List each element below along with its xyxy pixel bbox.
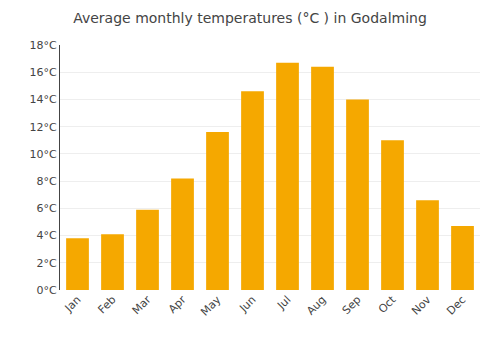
- svg-text:Apr: Apr: [166, 293, 189, 316]
- svg-text:4°C: 4°C: [37, 229, 57, 242]
- svg-text:18°C: 18°C: [30, 39, 57, 52]
- svg-text:8°C: 8°C: [37, 175, 57, 188]
- svg-text:Dec: Dec: [444, 293, 468, 317]
- svg-text:10°C: 10°C: [30, 148, 57, 161]
- svg-text:May: May: [198, 293, 224, 319]
- svg-text:Average monthly temperatures (: Average monthly temperatures (°C ) in Go…: [73, 10, 427, 26]
- svg-text:Oct: Oct: [376, 293, 399, 316]
- svg-text:2°C: 2°C: [37, 257, 57, 270]
- svg-text:Sep: Sep: [340, 293, 364, 317]
- svg-text:12°C: 12°C: [30, 121, 57, 134]
- svg-text:Jun: Jun: [236, 293, 258, 315]
- svg-text:6°C: 6°C: [37, 202, 57, 215]
- svg-text:Feb: Feb: [96, 293, 119, 316]
- svg-text:Aug: Aug: [304, 293, 328, 317]
- svg-text:16°C: 16°C: [30, 66, 57, 79]
- svg-text:14°C: 14°C: [30, 93, 57, 106]
- svg-text:Nov: Nov: [409, 293, 434, 318]
- svg-text:Jan: Jan: [62, 293, 84, 315]
- svg-text:0°C: 0°C: [37, 284, 57, 297]
- svg-text:Jul: Jul: [274, 293, 293, 312]
- svg-text:Mar: Mar: [130, 293, 154, 317]
